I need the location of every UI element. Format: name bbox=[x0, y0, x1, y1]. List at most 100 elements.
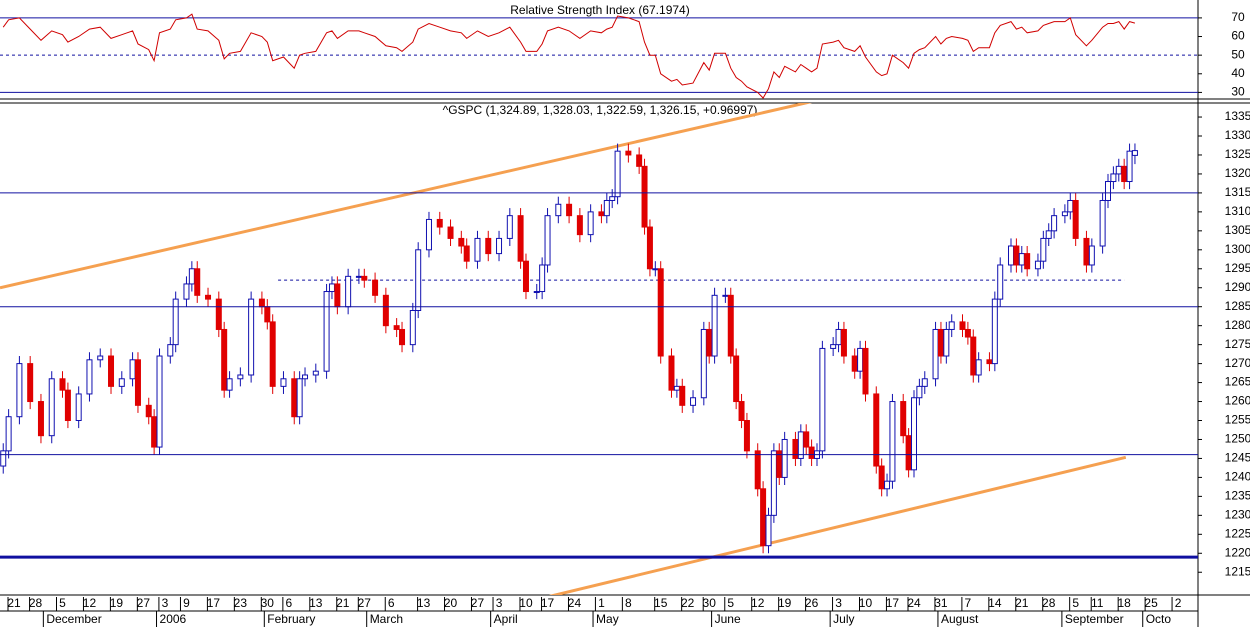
candle-body bbox=[1061, 211, 1068, 217]
x-tick-label: 5 bbox=[1072, 596, 1079, 610]
x-tick-label: 21 bbox=[7, 596, 21, 610]
candle-body bbox=[258, 298, 265, 308]
candle-body bbox=[156, 355, 163, 448]
candle-body bbox=[48, 378, 55, 437]
candle-body bbox=[296, 378, 303, 418]
candle-body bbox=[932, 328, 939, 380]
candle-body bbox=[1088, 245, 1095, 266]
candle-body bbox=[916, 385, 923, 399]
candle-body bbox=[1045, 230, 1052, 239]
x-tick-label: 6 bbox=[388, 596, 395, 610]
candle-body bbox=[1083, 237, 1090, 266]
x-tick-label: 5 bbox=[727, 596, 734, 610]
candle-body bbox=[819, 347, 826, 452]
x-tick-label: 20 bbox=[444, 596, 458, 610]
x-tick-label: 30 bbox=[703, 596, 717, 610]
candle-body bbox=[496, 237, 503, 255]
candle-body bbox=[937, 328, 944, 357]
candle-body bbox=[59, 378, 66, 391]
month-label: Octo bbox=[1146, 612, 1172, 626]
candle-body bbox=[517, 215, 524, 262]
x-tick-label: 7 bbox=[965, 596, 972, 610]
candle-body bbox=[997, 264, 1004, 300]
candle-body bbox=[544, 215, 551, 266]
x-tick-label: 11 bbox=[1091, 596, 1104, 610]
candle-body bbox=[862, 347, 869, 395]
x-tick-label: 19 bbox=[778, 596, 792, 610]
candle-body bbox=[447, 226, 454, 239]
candle-body bbox=[1018, 253, 1025, 266]
candle-body bbox=[302, 374, 309, 380]
candle-body bbox=[27, 363, 34, 403]
candle-body bbox=[910, 397, 917, 471]
candle-body bbox=[506, 215, 513, 239]
candle-body bbox=[738, 401, 745, 422]
candle-body bbox=[409, 309, 416, 346]
candle-body bbox=[1013, 245, 1020, 266]
candle-body bbox=[754, 450, 761, 490]
candle-body bbox=[463, 245, 470, 262]
candle-body bbox=[280, 378, 287, 387]
candle-body bbox=[1007, 245, 1014, 266]
candle-body bbox=[399, 328, 406, 346]
x-tick-label: 3 bbox=[496, 596, 503, 610]
x-tick-label: 3 bbox=[162, 596, 169, 610]
candle-body bbox=[625, 150, 632, 156]
candle-body bbox=[269, 321, 276, 387]
candle-body bbox=[145, 404, 152, 418]
candle-body bbox=[415, 249, 422, 311]
candle-body bbox=[700, 328, 707, 399]
candle-body bbox=[840, 328, 847, 357]
month-label: May bbox=[596, 612, 619, 626]
x-tick-label: 3 bbox=[835, 596, 842, 610]
candle-body bbox=[291, 378, 298, 418]
candle-body bbox=[1067, 199, 1074, 213]
candle-body bbox=[576, 215, 583, 236]
candle-body bbox=[183, 283, 190, 300]
candle-body bbox=[0, 450, 7, 467]
candle-body bbox=[609, 196, 616, 201]
candle-body bbox=[948, 321, 955, 330]
candle-body bbox=[382, 294, 389, 327]
x-tick-label: 2 bbox=[1175, 596, 1182, 610]
x-tick-label: 26 bbox=[805, 596, 819, 610]
candle-body bbox=[312, 370, 319, 376]
candle-body bbox=[264, 306, 271, 323]
month-label: June bbox=[715, 612, 741, 626]
price-plot bbox=[0, 103, 1138, 595]
candle-body bbox=[129, 359, 136, 380]
candle-body bbox=[533, 291, 540, 294]
candle-body bbox=[760, 488, 767, 547]
candle-body bbox=[873, 393, 880, 467]
candle-body bbox=[706, 328, 713, 357]
y-tick-label: 1315 bbox=[1225, 185, 1250, 199]
candle-body bbox=[16, 363, 23, 418]
candle-body bbox=[970, 336, 977, 376]
candle-body bbox=[808, 446, 815, 459]
y-tick-label: 1330 bbox=[1225, 128, 1250, 142]
trend-line bbox=[0, 103, 813, 290]
candle-body bbox=[75, 393, 82, 422]
candle-body bbox=[835, 328, 842, 346]
candle-body bbox=[743, 420, 750, 452]
y-tick-label: 1320 bbox=[1225, 166, 1250, 180]
candle-body bbox=[86, 359, 93, 395]
x-tick-label: 27 bbox=[471, 596, 485, 610]
candle-body bbox=[690, 397, 697, 406]
y-tick-label: 1335 bbox=[1225, 109, 1250, 123]
y-tick-label: 1260 bbox=[1225, 394, 1250, 408]
y-tick-label: 70 bbox=[1231, 10, 1245, 24]
candle-body bbox=[167, 344, 174, 357]
x-tick-label: 10 bbox=[859, 596, 873, 610]
y-tick-label: 1275 bbox=[1225, 337, 1250, 351]
candle-body bbox=[733, 355, 740, 403]
month-label: February bbox=[267, 612, 315, 626]
y-tick-label: 1235 bbox=[1225, 489, 1250, 503]
y-tick-label: 40 bbox=[1231, 66, 1245, 80]
candle-body bbox=[436, 218, 443, 228]
x-tick-label: 6 bbox=[286, 596, 293, 610]
x-tick-label: 24 bbox=[568, 596, 582, 610]
y-tick-label: 1245 bbox=[1225, 451, 1250, 465]
candle-body bbox=[803, 431, 810, 448]
